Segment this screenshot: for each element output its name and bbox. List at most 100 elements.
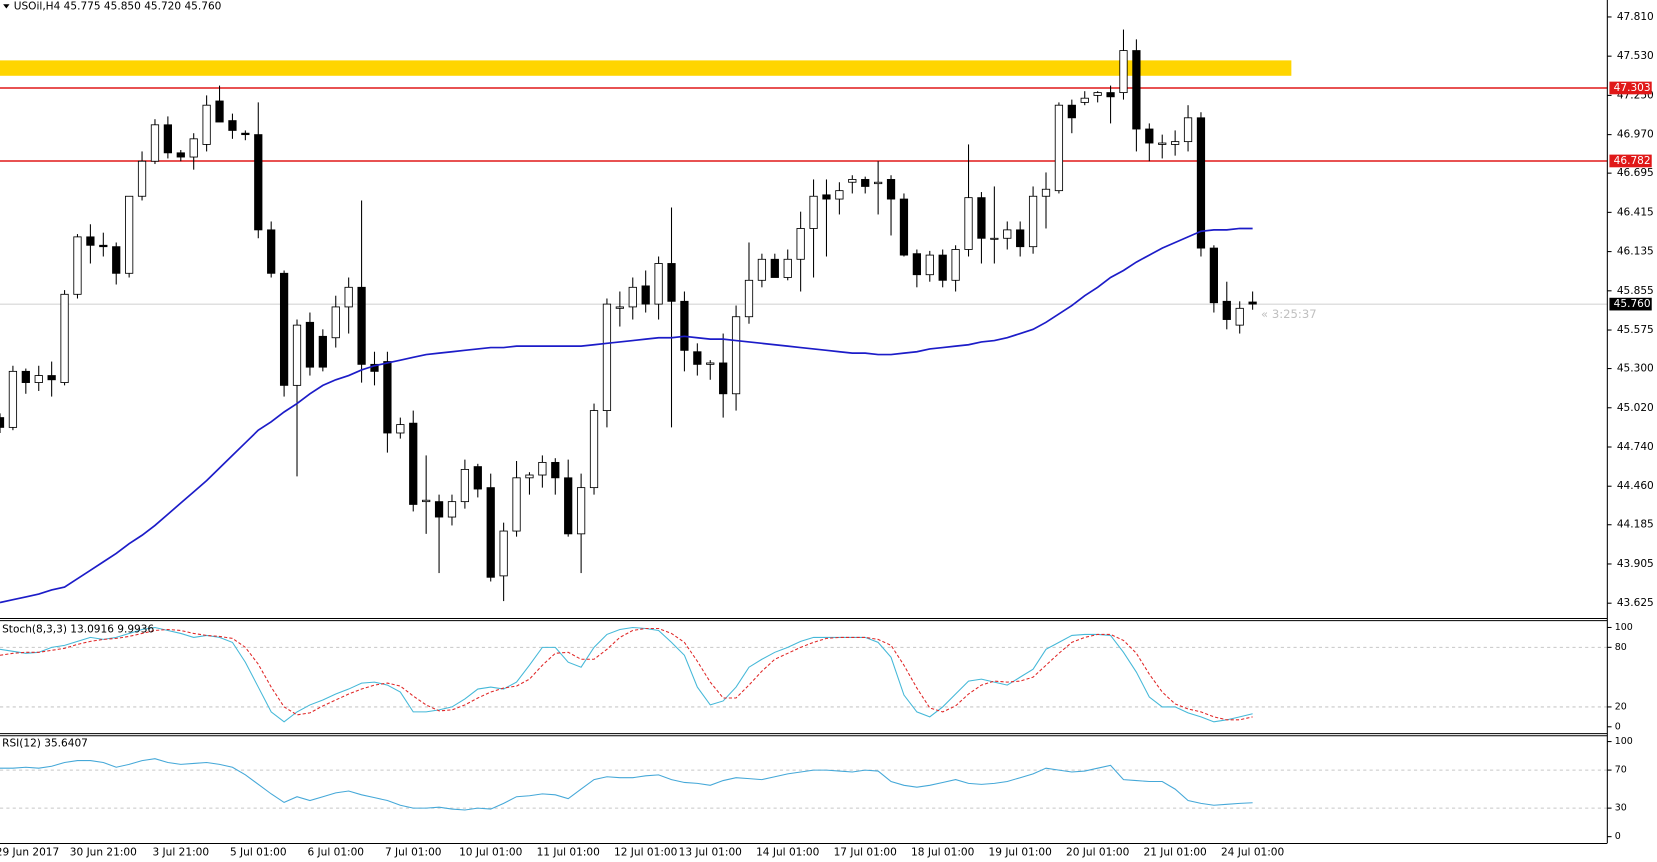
y-tick-label: 45.575 [1617, 324, 1654, 336]
candle-body [215, 100, 224, 123]
x-tick-label: 24 Jul 01:00 [1221, 846, 1285, 858]
candle-body [434, 501, 444, 518]
x-tick-label: 7 Jul 01:00 [385, 846, 442, 858]
candle-body [602, 303, 612, 412]
candle-body [835, 190, 844, 200]
price-tag-label: 47.303 [1614, 82, 1651, 94]
candle-body [576, 487, 586, 535]
candle-body [344, 286, 353, 308]
axis-layer: 47.810 47.530 47.250 46.970 46.695 46.415 46.1… [1607, 11, 1654, 609]
candle-body [125, 195, 134, 274]
candle-body [1209, 247, 1219, 304]
candle-body [770, 258, 779, 278]
candle-timer: « 3:25:37 [1261, 307, 1317, 321]
candle-body [499, 530, 508, 577]
moving-average-line [0, 227, 1253, 604]
indicator-layer: 100 80 20 0 Stoch(8,3,3) 13.0916 9.9936 100 70… [0, 622, 1633, 842]
price-tag-label: 46.782 [1614, 155, 1651, 167]
y-tick-label: 47.810 [1617, 11, 1654, 23]
candle-body [822, 194, 831, 200]
x-tick-label: 21 Jul 01:00 [1144, 846, 1208, 858]
candle-body [680, 300, 689, 351]
menu-arrow[interactable] [3, 4, 10, 9]
candle-body [1235, 307, 1244, 326]
candle-body [615, 306, 624, 309]
x-tick-label: 30 Jun 21:00 [70, 846, 137, 858]
x-tick-label: 18 Jul 01:00 [911, 846, 975, 858]
y-tick-label: 46.415 [1617, 206, 1654, 218]
candle-body [228, 120, 237, 131]
x-tick-label: 19 Jul 01:00 [989, 846, 1053, 858]
indicator-tick-label: 100 [1615, 736, 1633, 747]
candle-body [267, 229, 276, 274]
y-tick-label: 44.185 [1617, 519, 1654, 531]
candle-body [189, 138, 198, 158]
x-tick-label: 6 Jul 01:00 [307, 846, 364, 858]
candle-body [1171, 141, 1180, 145]
candle-body [460, 468, 470, 503]
candle-body [396, 424, 405, 434]
candle-body [706, 362, 715, 365]
candle-body [383, 361, 392, 434]
candle-body [447, 501, 457, 518]
candle-body [564, 477, 573, 535]
indicator-tick-label: 80 [1615, 642, 1627, 653]
candle-body [693, 351, 702, 365]
y-tick-label: 44.460 [1617, 480, 1654, 492]
frame-layer: USOil,H4 45.775 45.850 45.720 45.760 [0, 0, 1608, 845]
price-tag [1609, 297, 1652, 311]
y-tick-label: 46.970 [1617, 129, 1654, 141]
x-tick-label: 5 Jul 01:00 [230, 846, 287, 858]
candle-body [964, 197, 973, 250]
candle-body [899, 198, 909, 256]
indicator-line [0, 758, 1253, 811]
x-tick-label: 29 Jun 2017 [0, 846, 59, 858]
candle-body [951, 249, 960, 281]
candle-body [409, 422, 418, 505]
candle-body [60, 293, 69, 383]
price-tag-label: 45.760 [1614, 298, 1651, 310]
candle-body [667, 263, 676, 302]
candle-body [925, 254, 934, 276]
x-tick-label: 3 Jul 21:00 [153, 846, 210, 858]
candle-body [861, 179, 870, 187]
candle-body [0, 417, 5, 428]
candle-body [1003, 229, 1012, 239]
y-tick-label: 46.695 [1617, 167, 1654, 179]
candle-body [1132, 50, 1141, 130]
candle-body [176, 152, 185, 158]
indicator-tick-label: 0 [1615, 831, 1621, 842]
candle-body [1016, 229, 1025, 248]
price-tag [1609, 154, 1652, 168]
candle-body [86, 236, 95, 246]
y-tick-label: 45.855 [1617, 285, 1654, 297]
x-tick-label: 12 Jul 01:00 [614, 846, 678, 858]
indicator-title: Stoch(8,3,3) 13.0916 9.9936 [2, 624, 154, 636]
candle-body [589, 410, 599, 489]
y-tick-label: 46.135 [1617, 246, 1654, 258]
candle-body [1080, 97, 1089, 103]
chart-title: USOil,H4 45.775 45.850 45.720 45.760 [14, 0, 222, 12]
candle-body [977, 197, 986, 239]
candle-body [512, 477, 521, 532]
price-layer: 29 Jun 2017 30 Jun 21:00 3 Jul 21:00 5 Jul … [0, 29, 1608, 858]
y-tick-label: 47.530 [1617, 50, 1654, 62]
candle-body [34, 375, 43, 383]
resistance-zone [0, 60, 1292, 76]
candle-body [796, 228, 805, 260]
candle-body [112, 246, 121, 274]
candle-body [874, 181, 883, 185]
candle-body [848, 179, 857, 183]
candle-body [1222, 300, 1231, 320]
candle-body [486, 487, 495, 578]
x-tick-label: 20 Jul 01:00 [1066, 846, 1130, 858]
candle-body [783, 258, 792, 278]
candle-body [990, 237, 999, 240]
candle-body [1119, 50, 1128, 94]
candle-body [150, 124, 160, 162]
candle-body [254, 134, 263, 231]
candle-body [886, 179, 896, 200]
candle-body [744, 279, 754, 318]
candle-body [1093, 92, 1102, 96]
